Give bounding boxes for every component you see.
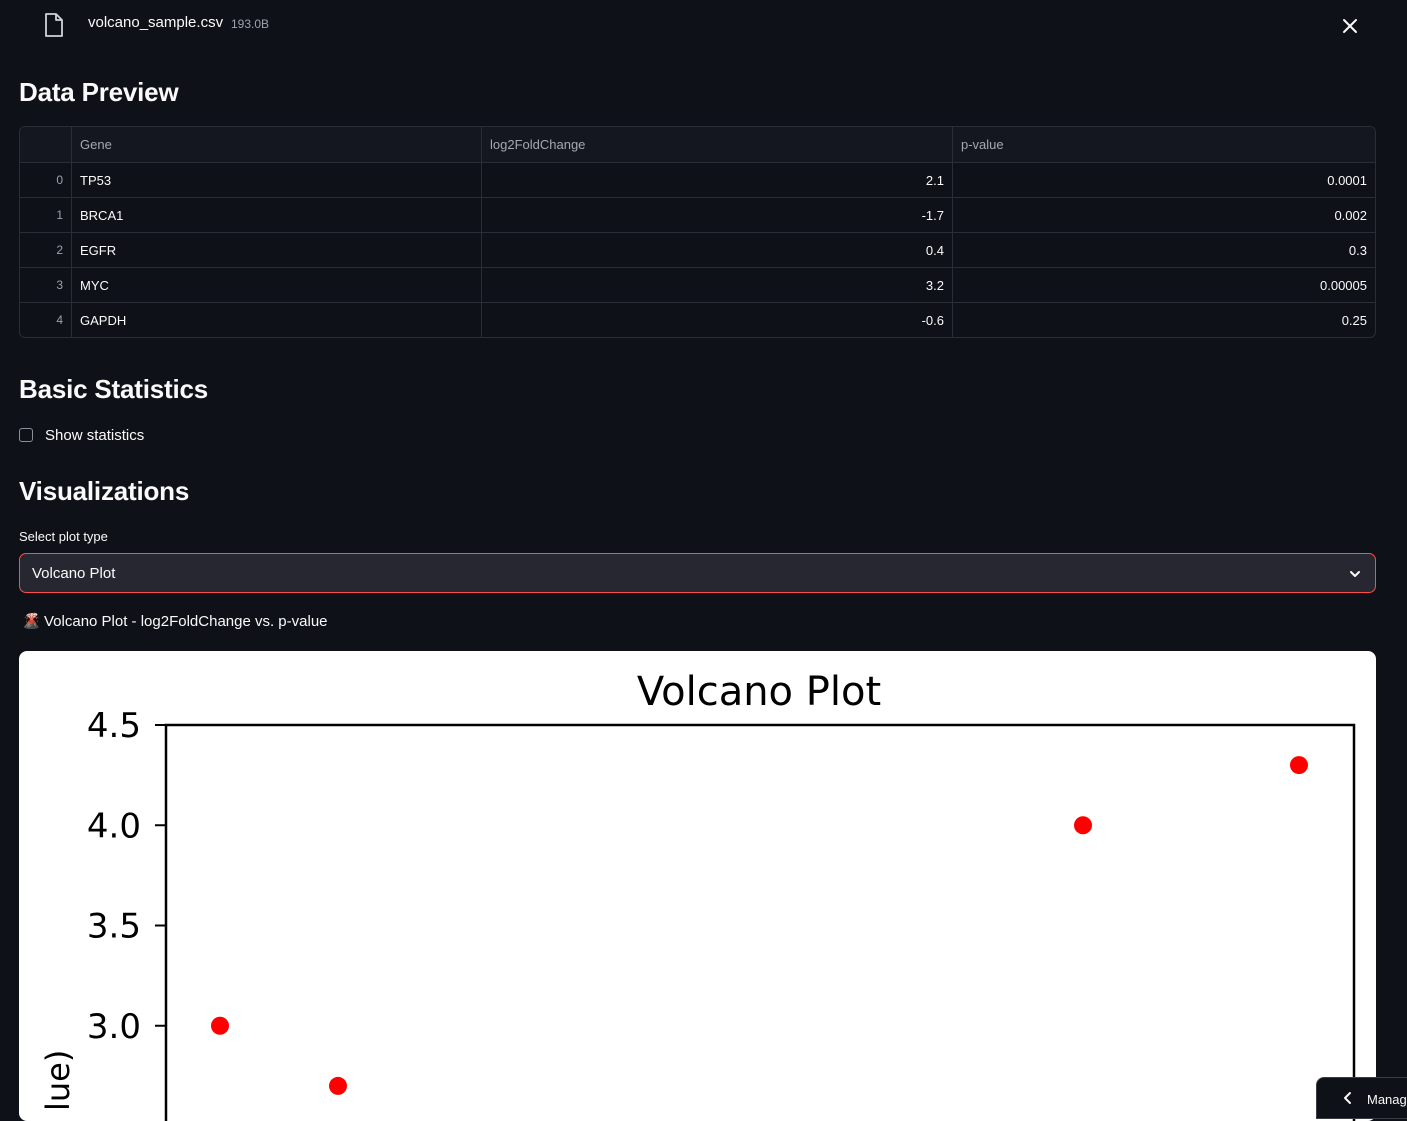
file-icon	[45, 13, 63, 37]
row-index: 1	[56, 208, 63, 222]
row-index: 2	[56, 243, 63, 257]
table-row: 4 GAPDH -0.6 0.25	[20, 302, 1375, 337]
volcano-plot-image: Volcano Plot lue) 4.5 4.0 3.5 3.0	[19, 651, 1376, 1121]
row-index: 0	[56, 173, 63, 187]
table-row: 1 BRCA1 -1.7 0.002	[20, 197, 1375, 233]
volcano-plot-chart: Volcano Plot lue) 4.5 4.0 3.5 3.0	[39, 669, 1356, 1121]
row-index: 4	[56, 313, 63, 327]
column-header-p-value[interactable]: p-value	[952, 127, 1375, 162]
checkbox-label[interactable]: Show statistics	[45, 427, 145, 444]
y-tick-label: 4.5	[87, 706, 141, 746]
chevron-left-icon	[1344, 1092, 1351, 1104]
column-header-log2foldchange[interactable]: log2FoldChange	[481, 127, 952, 162]
table-header-row: Gene log2FoldChange p-value	[20, 127, 1375, 162]
table-row: 0 TP53 2.1 0.0001	[20, 162, 1375, 198]
column-header-gene[interactable]: Gene	[71, 127, 481, 162]
gene-cell[interactable]: GAPDH	[71, 303, 481, 337]
data-point	[329, 1076, 347, 1095]
close-icon[interactable]	[1338, 14, 1362, 38]
log2foldchange-cell[interactable]: -0.6	[481, 303, 952, 337]
checkbox-box[interactable]	[19, 428, 33, 442]
table-row: 3 MYC 3.2 0.00005	[20, 267, 1375, 303]
data-point	[1290, 756, 1308, 775]
file-name: volcano_sample.csv	[88, 14, 224, 31]
p-value-cell[interactable]: 0.25	[952, 303, 1375, 337]
gene-cell[interactable]: TP53	[71, 163, 481, 198]
p-value-cell[interactable]: 0.0001	[952, 163, 1375, 198]
plot-type-label: Select plot type	[19, 529, 108, 544]
log2foldchange-cell[interactable]: 2.1	[481, 163, 952, 198]
file-size: 193.0B	[231, 17, 270, 31]
plot-axes-frame	[164, 723, 1356, 1121]
section-title-visualizations: Visualizations	[19, 476, 190, 506]
table-row: 2 EGFR 0.4 0.3	[20, 232, 1375, 268]
uploaded-file-row: volcano_sample.csv 193.0B	[0, 0, 1407, 50]
data-point	[211, 1016, 229, 1035]
plot-caption: 🌋 Volcano Plot - log2FoldChange vs. p-val…	[22, 612, 328, 630]
plot-type-value[interactable]: Volcano Plot	[32, 565, 116, 582]
manage-app-button[interactable]: Manag	[1316, 1077, 1407, 1119]
data-preview-table[interactable]: Gene log2FoldChange p-value 0 TP53 2.1 0…	[19, 126, 1376, 338]
gene-cell[interactable]: EGFR	[71, 233, 481, 268]
chevron-down-icon[interactable]	[1347, 566, 1363, 582]
section-title-data-preview: Data Preview	[19, 77, 179, 107]
gene-cell[interactable]: MYC	[71, 268, 481, 303]
y-tick-label: 3.0	[87, 1007, 141, 1047]
data-point	[1074, 816, 1092, 835]
log2foldchange-cell[interactable]: 0.4	[481, 233, 952, 268]
manage-app-label: Manag	[1367, 1092, 1407, 1107]
volcano-icon: 🌋	[22, 613, 41, 630]
p-value-cell[interactable]: 0.002	[952, 198, 1375, 233]
y-tick-label: 3.5	[87, 907, 141, 947]
row-index: 3	[56, 278, 63, 292]
plot-type-select[interactable]: Volcano Plot	[19, 553, 1376, 593]
caption-text: Volcano Plot - log2FoldChange vs. p-valu…	[44, 613, 328, 630]
log2foldchange-cell[interactable]: 3.2	[481, 268, 952, 303]
p-value-cell[interactable]: 0.00005	[952, 268, 1375, 303]
p-value-cell[interactable]: 0.3	[952, 233, 1375, 268]
section-title-basic-statistics: Basic Statistics	[19, 374, 209, 404]
y-tick-label: 4.0	[87, 806, 141, 846]
chart-title: Volcano Plot	[637, 669, 881, 715]
index-header	[20, 127, 71, 162]
log2foldchange-cell[interactable]: -1.7	[481, 198, 952, 233]
y-axis-label: lue)	[39, 1050, 77, 1111]
gene-cell[interactable]: BRCA1	[71, 198, 481, 233]
